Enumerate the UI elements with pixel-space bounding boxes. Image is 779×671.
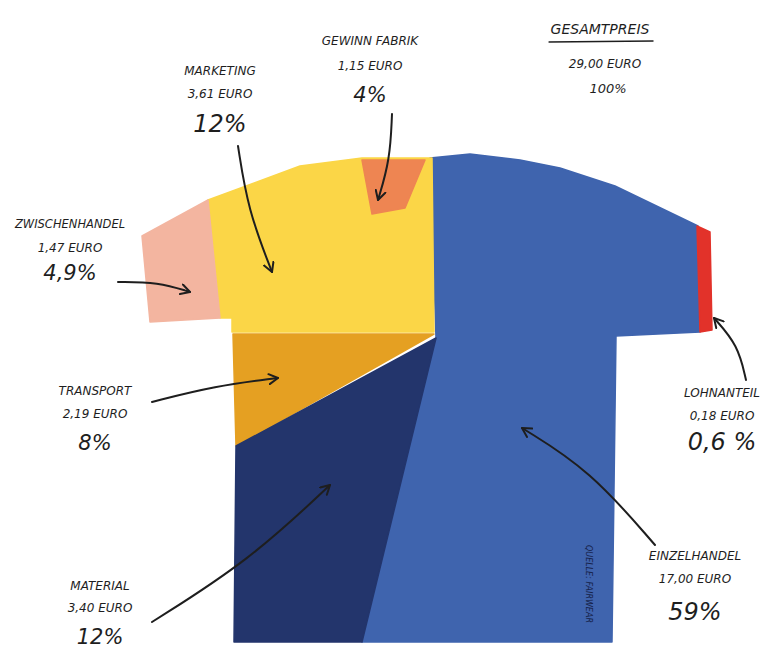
percent-label: 59% (668, 598, 721, 626)
total-block: GESAMTPREIS 29,00 EURO 100% (549, 21, 654, 96)
percent-label: 4,9% (43, 261, 96, 285)
shirt-piece (142, 200, 220, 322)
percent-label: 12% (193, 110, 246, 138)
source: QUELLE: FAIRWEAR (584, 545, 593, 623)
arrow (238, 146, 272, 272)
percent-label: 12% (77, 625, 124, 649)
category-label: LOHNANTEIL (684, 386, 760, 400)
category-label: TRANSPORT (59, 384, 133, 398)
category-label: EINZELHANDEL (649, 549, 741, 563)
category-label: ZWISCHENHANDEL (14, 217, 125, 231)
value-label: 17,00 EURO (659, 572, 731, 586)
value-label: 2,19 EURO (63, 407, 128, 421)
arrow (522, 428, 655, 545)
total-percent-label: 100% (589, 81, 626, 96)
value-label: 3,61 EURO (188, 87, 253, 101)
arrows (118, 114, 746, 622)
percent-label: 0,6 % (688, 428, 757, 456)
shirt-piece (208, 158, 434, 332)
category-label: MATERIAL (70, 579, 129, 593)
category-label: GEWINN FABRIK (322, 34, 420, 48)
value-label: 0,18 EURO (690, 409, 755, 423)
value-label: 3,40 EURO (68, 601, 133, 615)
arrow (152, 485, 330, 622)
shirt-piece (234, 338, 436, 642)
value-label: 1,47 EURO (38, 241, 103, 255)
value-label: 1,15 EURO (338, 59, 403, 73)
percent-label: 8% (78, 431, 111, 455)
shirt-piece (362, 160, 425, 214)
category-label: MARKETING (184, 64, 256, 78)
arrow (152, 378, 278, 402)
arrow (714, 318, 746, 380)
shirt-piece (697, 226, 712, 332)
arrow (378, 114, 392, 200)
title-underline (549, 41, 654, 42)
shirt (142, 154, 712, 642)
chart: QUELLE: FAIRWEAR MARKETING 3,61 EURO 12% GEW… (0, 0, 779, 671)
labels: MARKETING 3,61 EURO 12% GEWINN FABRIK 1,15 E… (14, 34, 760, 649)
total-label: 29,00 EURO (569, 57, 641, 71)
title: GESAMTPREIS (551, 21, 650, 37)
arrow (118, 282, 190, 292)
percent-label: 4% (353, 83, 386, 107)
